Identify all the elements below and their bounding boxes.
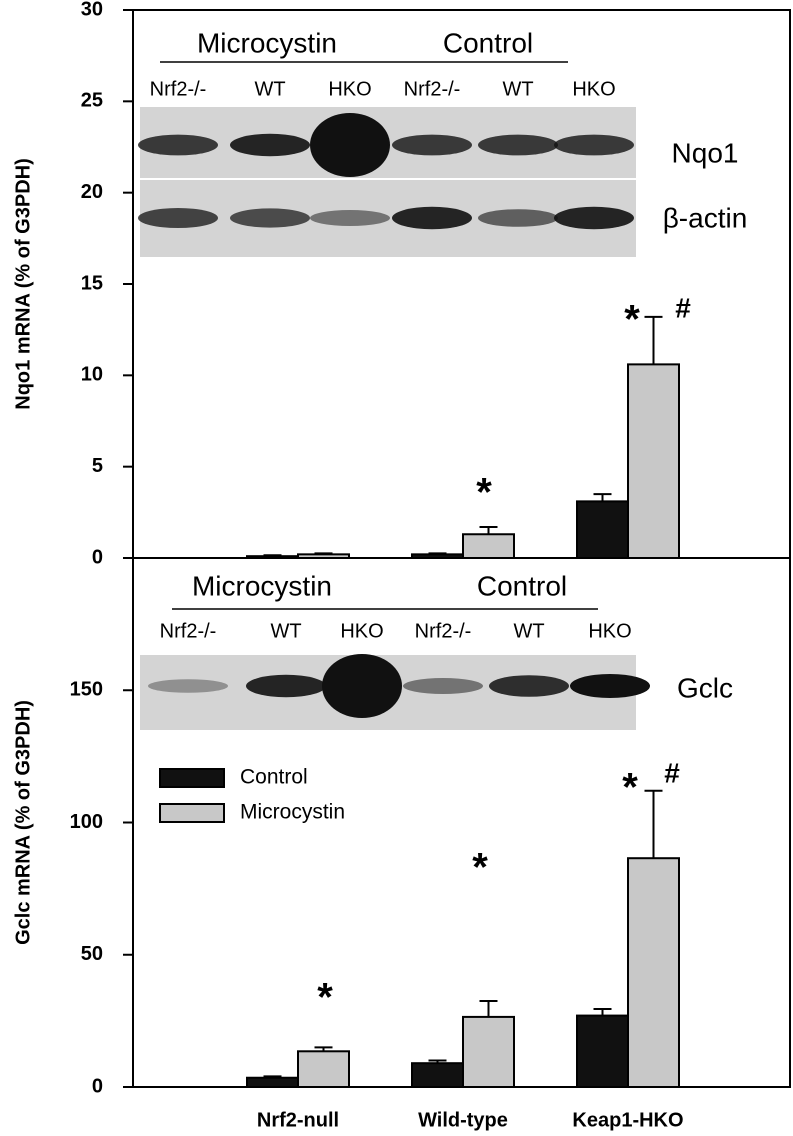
- error-bar: [593, 1007, 612, 1016]
- blot-lane-label: WT: [502, 78, 533, 100]
- bar: [411, 1062, 464, 1088]
- blot-lane-label: HKO: [572, 78, 615, 100]
- error-bar: [428, 552, 447, 555]
- error-bar: [263, 554, 282, 557]
- blot-band: [403, 678, 483, 694]
- bar: [576, 500, 629, 559]
- blot-band-label: Nqo1: [672, 137, 739, 168]
- blot-band: [310, 113, 390, 177]
- error-bar: [479, 1000, 498, 1017]
- annotation: *: [476, 471, 492, 515]
- annotation: *: [472, 846, 488, 890]
- blot-band: [246, 674, 326, 698]
- blot-lane-label: WT: [270, 620, 301, 642]
- error-bar: [314, 1046, 333, 1052]
- blot-lane-label: HKO: [340, 620, 383, 642]
- blot-band: [230, 208, 310, 228]
- x-tick-label: Wild-type: [418, 1109, 508, 1131]
- y-tick-label: 30: [81, 0, 103, 20]
- y-tick-label: 0: [92, 1075, 103, 1097]
- blot-band: [138, 208, 218, 228]
- blot-band: [478, 209, 558, 227]
- blot-group-label: Microcystin: [197, 27, 337, 58]
- bar: [627, 363, 680, 559]
- legend-label: Microcystin: [240, 801, 345, 824]
- y-tick-label: 15: [81, 272, 103, 294]
- blot-group-label: Control: [443, 27, 533, 58]
- x-tick-label: Nrf2-null: [257, 1109, 339, 1131]
- blot-band: [489, 675, 569, 697]
- blot-lane-label: Nrf2-/-: [415, 620, 472, 642]
- blot-lane-label: WT: [513, 620, 544, 642]
- blot-band: [148, 679, 228, 693]
- bar: [462, 1015, 515, 1088]
- error-bar: [314, 552, 333, 555]
- blot-band: [310, 210, 390, 226]
- y-tick-label: 50: [81, 943, 103, 965]
- error-bar: [644, 789, 663, 859]
- blot-lane-label: HKO: [588, 620, 631, 642]
- blot-band: [554, 134, 634, 156]
- y-axis-title: Nqo1 mRNA (% of G3PDH): [12, 158, 34, 409]
- plot-frame: [132, 9, 791, 559]
- blot-band: [570, 674, 650, 698]
- blot-band: [478, 134, 558, 156]
- annotation: *: [624, 298, 640, 342]
- blot-band: [322, 654, 402, 718]
- bar: [627, 857, 680, 1089]
- error-bar: [263, 1075, 282, 1078]
- bar: [462, 533, 515, 560]
- error-bar: [593, 493, 612, 502]
- blot-lane-label: Nrf2-/-: [404, 78, 461, 100]
- blot-group-label: Control: [477, 570, 567, 601]
- error-bar: [479, 525, 498, 535]
- annotation: #: [664, 757, 680, 788]
- legend-label: Control: [240, 766, 308, 789]
- blot-band-label: Gclc: [677, 672, 733, 703]
- error-bar: [644, 315, 663, 365]
- blot-band-label: β-actin: [663, 202, 748, 233]
- y-tick-label: 10: [81, 364, 103, 386]
- blot-band: [392, 206, 472, 230]
- blot-lane-label: Nrf2-/-: [150, 78, 207, 100]
- bar: [297, 1050, 350, 1088]
- bar: [246, 1076, 299, 1089]
- y-tick-label: 5: [92, 455, 103, 477]
- y-tick-label: 0: [92, 546, 103, 568]
- legend-swatch: [159, 768, 225, 788]
- annotation: #: [675, 292, 691, 323]
- blot-group-label: Microcystin: [192, 570, 332, 601]
- blot-lane-label: Nrf2-/-: [160, 620, 217, 642]
- blot-lane-label: WT: [254, 78, 285, 100]
- blot-band: [230, 133, 310, 157]
- error-bar: [428, 1059, 447, 1064]
- y-axis-title: Gclc mRNA (% of G3PDH): [12, 700, 34, 945]
- blot-lane-label: HKO: [328, 78, 371, 100]
- y-tick-label: 20: [81, 181, 103, 203]
- annotation: *: [622, 766, 638, 810]
- x-tick-label: Keap1-HKO: [572, 1109, 683, 1131]
- bar: [576, 1014, 629, 1089]
- y-tick-label: 100: [70, 811, 103, 833]
- legend-swatch: [159, 803, 225, 823]
- y-tick-label: 25: [81, 90, 103, 112]
- blot-band: [138, 134, 218, 156]
- annotation: *: [317, 976, 333, 1020]
- blot-band: [392, 134, 472, 156]
- blot-band: [554, 206, 634, 230]
- y-tick-label: 150: [70, 679, 103, 701]
